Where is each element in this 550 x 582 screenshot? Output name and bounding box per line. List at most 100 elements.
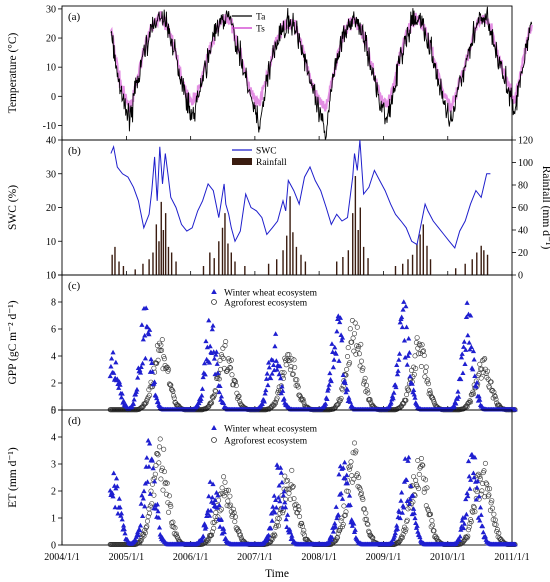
- agroforest-point: [273, 523, 279, 529]
- agroforest-point: [484, 368, 490, 374]
- legend-label-ts: Ts: [256, 25, 265, 35]
- y-tick-label: 8: [51, 298, 56, 309]
- agroforest-point: [353, 351, 359, 357]
- agroforest-point: [404, 518, 410, 524]
- agroforest-point: [299, 520, 305, 526]
- agroforest-point: [149, 501, 155, 507]
- rainfall-bar: [342, 257, 344, 275]
- winter-wheat-point: [144, 324, 151, 330]
- winter-wheat-point: [116, 379, 122, 384]
- rainfall-bar: [162, 230, 165, 275]
- agroforest-point: [413, 340, 419, 346]
- agroforest-point: [221, 493, 227, 499]
- winter-wheat-point: [399, 510, 405, 515]
- winter-wheat-point: [346, 493, 353, 498]
- legend-marker-agroforest: [211, 299, 217, 305]
- winter-wheat-point: [273, 358, 279, 363]
- winter-wheat-point: [111, 470, 117, 476]
- x-tick-label: 2006/1/1: [173, 552, 209, 563]
- rainfall-bar: [354, 176, 357, 275]
- rainfall-bar: [352, 213, 354, 275]
- winter-wheat-point: [468, 477, 474, 482]
- winter-wheat-point: [332, 344, 338, 350]
- agroforest-point: [427, 511, 433, 517]
- winter-wheat-point: [333, 504, 339, 509]
- y2-tick-label: 120: [518, 136, 533, 147]
- agroforest-point: [424, 485, 430, 491]
- winter-wheat-point: [394, 371, 401, 377]
- agroforest-point: [142, 527, 148, 533]
- y-tick-label: 10: [46, 237, 56, 248]
- winter-wheat-point: [334, 316, 341, 322]
- agroforest-point: [270, 534, 276, 540]
- rainfall-bar: [282, 250, 284, 275]
- y-tick-label: 6: [51, 325, 56, 336]
- rainfall-bar: [175, 261, 177, 275]
- winter-wheat-point: [268, 375, 274, 381]
- agroforest-point: [292, 502, 298, 508]
- winter-wheat-point: [117, 504, 123, 510]
- agroforest-point: [413, 366, 419, 372]
- winter-wheat-point: [116, 496, 122, 501]
- winter-wheat-point: [407, 373, 413, 379]
- winter-wheat-point: [200, 374, 206, 380]
- agroforest-point: [212, 388, 218, 394]
- agroforest-point: [160, 487, 166, 493]
- agroforest-point: [159, 337, 165, 343]
- agroforest-point: [481, 357, 487, 363]
- winter-wheat-point: [397, 515, 403, 521]
- agroforest-point: [277, 510, 283, 516]
- agroforest-point: [486, 492, 492, 498]
- panel-label: (c): [68, 280, 81, 292]
- x-tick-label: 2005/1/1: [109, 552, 145, 563]
- agroforest-point: [422, 374, 428, 380]
- winter-wheat-point: [107, 373, 113, 379]
- winter-wheat-point: [346, 395, 352, 400]
- agroforest-point: [301, 399, 307, 405]
- agroforest-point: [477, 366, 483, 372]
- winter-wheat-point: [212, 371, 218, 377]
- agroforest-point: [167, 382, 173, 388]
- agroforest-point: [361, 381, 367, 387]
- winter-wheat-point: [207, 479, 213, 484]
- winter-wheat-point: [405, 458, 411, 463]
- rainfall-bar: [476, 252, 478, 275]
- agroforest-point: [171, 524, 177, 530]
- y-tick-label: 10: [46, 271, 56, 282]
- winter-wheat-point: [266, 364, 272, 370]
- winter-wheat-point: [472, 373, 478, 378]
- agroforest-point: [416, 471, 422, 477]
- agroforest-point: [423, 503, 429, 509]
- winter-wheat-point: [263, 387, 269, 393]
- agroforest-point: [359, 367, 365, 373]
- winter-wheat-point: [455, 389, 461, 394]
- winter-wheat-point: [154, 501, 160, 507]
- agroforest-point: [171, 393, 177, 399]
- agroforest-point: [339, 515, 345, 521]
- agroforest-point: [236, 393, 242, 399]
- winter-wheat-point: [402, 354, 408, 360]
- rainfall-bar: [164, 213, 167, 275]
- x-tick-label: 2011/1/1: [494, 552, 529, 563]
- winter-wheat-point: [198, 396, 204, 401]
- winter-wheat-point: [199, 386, 206, 391]
- winter-wheat-point: [204, 510, 210, 516]
- agroforest-point: [360, 496, 366, 502]
- winter-wheat-point: [338, 490, 344, 496]
- y-tick-label: -10: [43, 121, 56, 132]
- agroforest-point: [297, 393, 303, 399]
- winter-wheat-point: [339, 496, 346, 501]
- agroforest-point: [159, 467, 165, 473]
- panel-label: (d): [68, 415, 81, 427]
- agroforest-point: [229, 372, 235, 378]
- winter-wheat-point: [471, 474, 477, 480]
- winter-wheat-point: [140, 336, 146, 342]
- winter-wheat-point: [473, 496, 479, 502]
- winter-wheat-point: [409, 381, 415, 386]
- winter-wheat-point: [221, 529, 227, 535]
- agroforest-point: [162, 481, 168, 487]
- winter-wheat-point: [461, 344, 467, 349]
- winter-wheat-point: [110, 493, 116, 499]
- winter-wheat-point: [469, 452, 475, 457]
- winter-wheat-point: [394, 362, 400, 368]
